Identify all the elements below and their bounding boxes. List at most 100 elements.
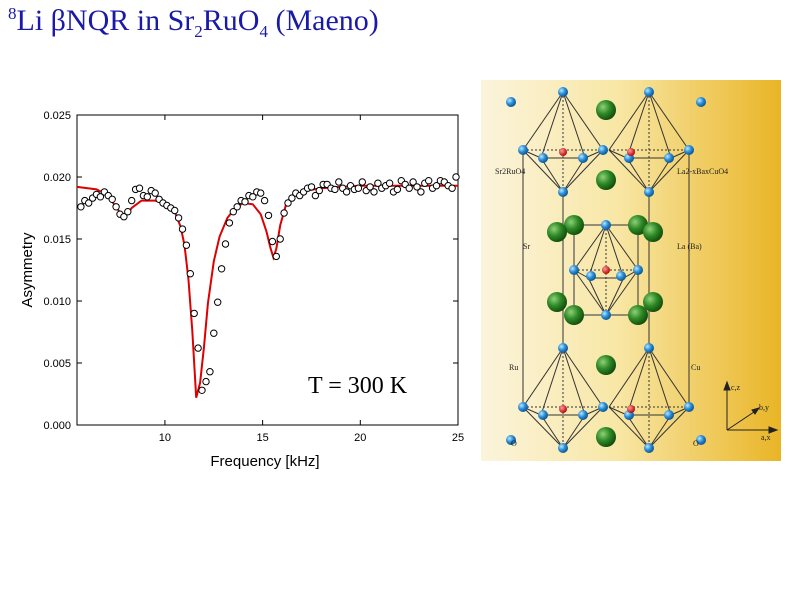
data-point (135, 184, 144, 192)
data-point (417, 188, 425, 196)
data-point (190, 309, 198, 318)
label-sr: Sr (523, 242, 530, 251)
data-point (202, 377, 210, 386)
label-ru: Ru (509, 363, 518, 372)
data-point (264, 211, 273, 220)
bond-line (562, 414, 586, 449)
data-point (276, 235, 284, 243)
x-axis-label: Frequency [kHz] (210, 453, 319, 470)
bond-line (562, 91, 586, 159)
data-point (272, 252, 280, 261)
oxygen-atom (644, 343, 654, 353)
bond-line (562, 149, 604, 193)
crystal-atoms (506, 87, 706, 453)
bond-line (626, 347, 650, 416)
green-atom (643, 222, 663, 242)
oxygen-atom (558, 187, 568, 197)
data-point (171, 206, 179, 215)
data-point (374, 179, 382, 187)
oxygen-atom (506, 435, 516, 445)
crystal-structure-illustration: Sr2RuO4 La2-xBaxCuO4 Sr La (Ba) Ru Cu O … (481, 80, 781, 461)
bond-line (648, 157, 672, 193)
bond-line (608, 347, 650, 408)
title-text-1: Li βNQR in Sr (16, 4, 195, 37)
data-point (342, 188, 351, 196)
x-tick-label: 15 (256, 432, 268, 444)
bond-line (540, 157, 564, 193)
data-point (229, 208, 238, 216)
bond-line (608, 406, 650, 449)
green-atom (628, 215, 648, 235)
green-atom (596, 355, 616, 375)
data-point (452, 173, 460, 181)
data-point (307, 183, 316, 191)
data-point (288, 194, 296, 202)
oxygen-atom (569, 265, 579, 275)
metal-atom (559, 148, 567, 156)
oxygen-atom (684, 145, 694, 155)
y-axis-ticks: 0.000 0.005 0.010 0.015 0.020 0.025 (43, 110, 458, 432)
slide-title: 8Li βNQR in Sr2RuO4 (Maeno) (8, 4, 379, 42)
title-text-3: (Maeno) (267, 4, 379, 37)
data-point (413, 183, 421, 191)
oxygen-atom (558, 443, 568, 453)
bond-line (562, 347, 604, 408)
temperature-annotation: T = 300 K (308, 373, 408, 399)
oxygen-atom (601, 220, 611, 230)
bond-line (608, 91, 650, 151)
bond-line (562, 347, 586, 416)
data-point (385, 179, 394, 187)
axis-label-ax: a,x (761, 433, 771, 442)
green-atom (596, 170, 616, 190)
bond-line (522, 91, 564, 151)
plot-frame (76, 114, 459, 426)
axis-label-by: b,y (759, 403, 769, 412)
bond-line (605, 224, 639, 271)
data-point (221, 240, 230, 248)
metal-atom (559, 405, 567, 413)
data-point (366, 183, 374, 191)
metal-atom (627, 405, 635, 413)
data-point (178, 225, 187, 233)
bond-line (626, 91, 650, 159)
y-tick-label: 0.010 (43, 296, 71, 308)
data-point (225, 219, 234, 227)
data-point (214, 298, 222, 306)
bond-line (648, 414, 672, 449)
bond-line (626, 414, 650, 449)
green-atom (547, 222, 567, 242)
oxygen-atom (598, 145, 608, 155)
green-atom (628, 305, 648, 325)
data-point (405, 184, 413, 192)
title-sub-2: 4 (259, 22, 268, 41)
oxygen-atom (684, 402, 694, 412)
data-point (217, 265, 226, 273)
label-o-right: O (693, 439, 699, 448)
bond-line (648, 91, 672, 159)
bond-line (608, 149, 650, 193)
bond-line (562, 157, 586, 193)
green-atom (564, 215, 584, 235)
green-atom (564, 305, 584, 325)
data-point (260, 196, 269, 205)
data-point (96, 193, 105, 201)
oxygen-atom (664, 153, 674, 163)
y-tick-label: 0.025 (43, 110, 71, 122)
metal-atom (602, 266, 610, 274)
bond-line (587, 277, 607, 316)
oxygen-atom (538, 410, 548, 420)
oxygen-atom (558, 87, 568, 97)
green-atom (643, 292, 663, 312)
label-o-left: O (511, 439, 517, 448)
oxygen-atom (578, 153, 588, 163)
crystal-structure-panel: Sr2RuO4 La2-xBaxCuO4 Sr La (Ba) Ru Cu O … (481, 80, 781, 461)
oxygen-atom (633, 265, 643, 275)
data-point (206, 368, 214, 376)
y-axis-label: Asymmetry (19, 232, 36, 308)
bond-line (562, 406, 604, 449)
bond-line (648, 406, 690, 449)
data-point (448, 184, 456, 192)
bond-line (522, 406, 564, 449)
data-point (210, 329, 218, 337)
